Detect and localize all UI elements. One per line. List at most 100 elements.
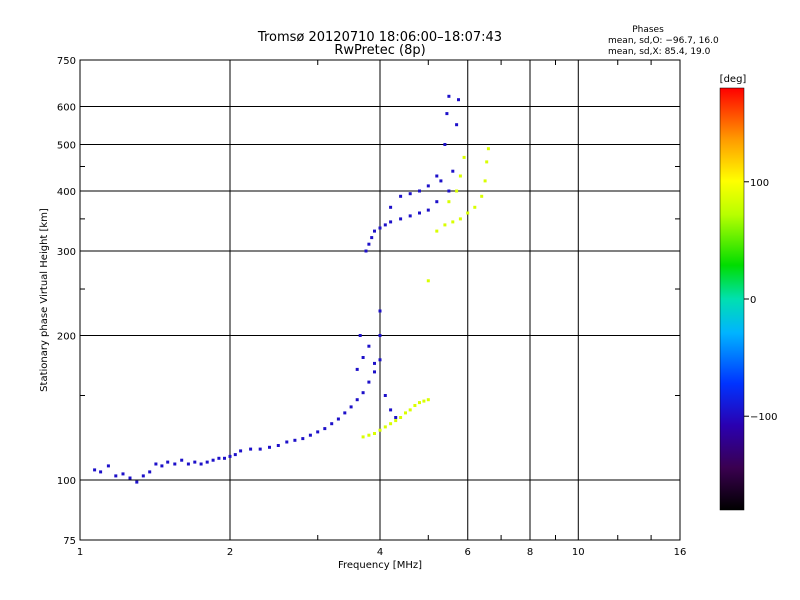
data-point-O bbox=[173, 462, 177, 466]
phase-stats-x: mean, sd,X: 85.4, 19.0 bbox=[608, 47, 711, 57]
data-point-O bbox=[358, 334, 362, 337]
data-point-O bbox=[121, 472, 125, 476]
data-point-O bbox=[166, 460, 170, 464]
data-point-O bbox=[160, 464, 164, 468]
data-point-O bbox=[373, 229, 376, 233]
data-point-O bbox=[383, 394, 387, 397]
data-point-O bbox=[435, 200, 439, 204]
data-point-O bbox=[364, 249, 368, 253]
data-point-X bbox=[426, 279, 430, 283]
data-point-O bbox=[394, 416, 398, 419]
data-point-O bbox=[268, 445, 271, 449]
x-tick-labels: 1 2 4 6 8 10 16 bbox=[77, 547, 687, 558]
data-point-O bbox=[249, 447, 253, 451]
data-point-X bbox=[458, 217, 462, 221]
data-point-O bbox=[323, 427, 327, 431]
data-point-O bbox=[447, 189, 451, 193]
data-point-O bbox=[228, 454, 232, 458]
data-point-O bbox=[114, 474, 118, 478]
minor-ticks bbox=[80, 60, 680, 540]
data-point-O bbox=[383, 223, 387, 227]
data-point-O bbox=[399, 217, 403, 221]
data-point-X bbox=[404, 411, 407, 415]
x-axis-label: Frequency [MHz] bbox=[338, 560, 422, 571]
data-point-O bbox=[367, 380, 371, 384]
data-point-O bbox=[373, 370, 376, 374]
data-point-O bbox=[141, 474, 145, 478]
data-point-O bbox=[418, 211, 421, 215]
data-point-O bbox=[426, 208, 430, 212]
data-point-O bbox=[211, 458, 215, 462]
data-point-O bbox=[99, 470, 103, 474]
data-point-O bbox=[426, 184, 430, 188]
data-point-X bbox=[451, 220, 455, 224]
phase-stats-o: mean, sd,O: −96.7, 16.0 bbox=[608, 36, 719, 46]
data-point-O bbox=[445, 112, 449, 116]
data-point-X bbox=[367, 433, 371, 437]
y-tick-label: 600 bbox=[57, 103, 76, 114]
data-point-X bbox=[473, 205, 477, 209]
data-point-O bbox=[293, 438, 297, 442]
data-point-O bbox=[378, 358, 382, 362]
data-point-X bbox=[361, 435, 365, 439]
data-point-O bbox=[199, 462, 203, 466]
colorbar-ticks: 100 0 −100 bbox=[744, 178, 777, 423]
data-point-X bbox=[378, 428, 382, 432]
y-tick-label: 750 bbox=[57, 56, 76, 67]
data-point-X bbox=[443, 223, 447, 227]
data-point-O bbox=[180, 458, 184, 462]
data-point-O bbox=[457, 98, 460, 102]
colorbar bbox=[719, 87, 745, 511]
data-points bbox=[93, 94, 490, 484]
data-point-O bbox=[355, 367, 359, 371]
data-point-O bbox=[128, 476, 132, 480]
data-point-X bbox=[426, 398, 430, 402]
data-point-X bbox=[483, 179, 487, 183]
data-point-X bbox=[486, 147, 490, 151]
y-axis-label: Stationary phase Virtual Height [km] bbox=[39, 208, 50, 392]
x-tick-label: 1 bbox=[77, 547, 83, 558]
data-point-X bbox=[435, 229, 439, 233]
data-point-X bbox=[447, 200, 451, 204]
plot-border bbox=[79, 59, 681, 541]
data-point-X bbox=[383, 425, 387, 429]
data-point-O bbox=[378, 334, 382, 337]
data-point-O bbox=[135, 480, 139, 484]
colorbar-tick-label: 0 bbox=[750, 295, 756, 306]
data-point-O bbox=[239, 449, 243, 453]
data-point-X bbox=[389, 422, 393, 426]
data-point-O bbox=[205, 460, 209, 464]
data-point-O bbox=[258, 447, 262, 451]
data-point-X bbox=[455, 189, 459, 193]
data-point-O bbox=[370, 236, 374, 240]
data-point-X bbox=[462, 155, 466, 159]
data-point-O bbox=[378, 309, 382, 313]
data-point-O bbox=[408, 192, 412, 196]
data-point-X bbox=[408, 408, 412, 412]
phase-stats-heading: Phases bbox=[632, 25, 664, 35]
x-tick-label: 4 bbox=[377, 547, 383, 558]
data-point-O bbox=[455, 123, 459, 127]
data-point-O bbox=[193, 460, 197, 464]
data-point-O bbox=[233, 453, 237, 457]
data-point-X bbox=[394, 419, 398, 423]
data-point-O bbox=[399, 194, 403, 198]
data-point-O bbox=[367, 344, 371, 348]
data-point-O bbox=[361, 356, 365, 359]
data-point-O bbox=[154, 462, 158, 466]
data-point-O bbox=[217, 456, 221, 460]
data-point-O bbox=[367, 242, 371, 246]
colorbar-tick-label: 100 bbox=[750, 178, 769, 189]
data-point-O bbox=[223, 456, 226, 460]
data-point-O bbox=[316, 430, 320, 434]
data-point-O bbox=[435, 174, 439, 178]
data-point-O bbox=[355, 398, 359, 402]
data-point-O bbox=[443, 143, 447, 146]
data-point-X bbox=[373, 432, 376, 435]
data-point-X bbox=[399, 416, 403, 419]
data-point-O bbox=[451, 169, 455, 173]
data-point-O bbox=[378, 226, 382, 230]
data-point-O bbox=[439, 179, 443, 183]
data-point-O bbox=[389, 408, 393, 412]
